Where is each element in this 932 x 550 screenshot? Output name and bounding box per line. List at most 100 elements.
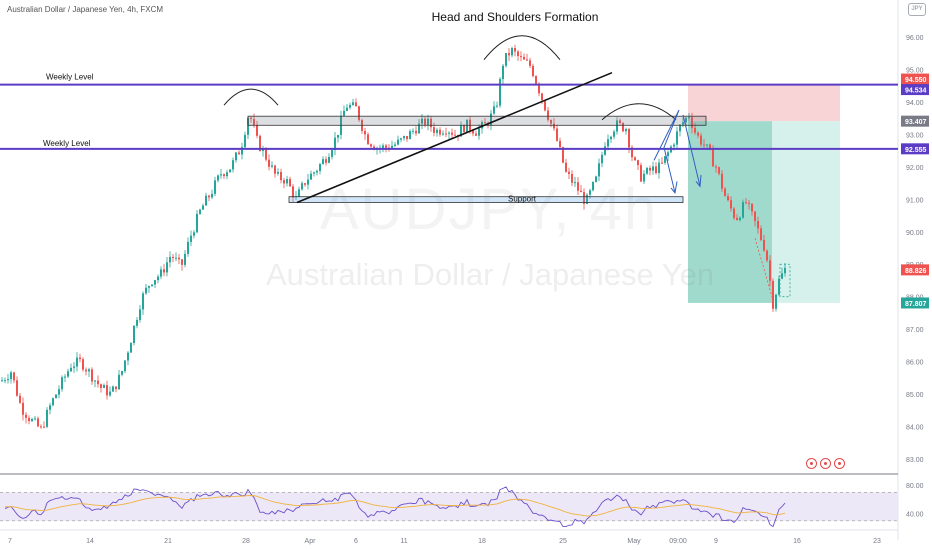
candle-body[interactable] <box>781 273 783 279</box>
candle-body[interactable] <box>484 122 486 124</box>
candle-body[interactable] <box>217 175 219 181</box>
candle-body[interactable] <box>529 60 531 66</box>
candle-body[interactable] <box>502 65 504 80</box>
candle-body[interactable] <box>595 176 597 182</box>
candle-body[interactable] <box>16 380 18 396</box>
candle-body[interactable] <box>220 174 222 176</box>
candle-body[interactable] <box>571 173 573 183</box>
price-tag[interactable] <box>901 143 929 155</box>
candle-body[interactable] <box>349 104 351 108</box>
candle-body[interactable] <box>310 173 312 180</box>
candle-body[interactable] <box>253 119 255 126</box>
candle-body[interactable] <box>49 405 51 410</box>
candle-body[interactable] <box>331 150 333 157</box>
candle-body[interactable] <box>607 139 609 147</box>
event-marker-icon[interactable] <box>834 458 845 469</box>
price-tag[interactable] <box>901 73 929 85</box>
candle-body[interactable] <box>370 144 372 147</box>
candle-body[interactable] <box>187 241 189 254</box>
candle-body[interactable] <box>136 319 138 326</box>
candle-body[interactable] <box>730 200 732 209</box>
candle-body[interactable] <box>646 167 648 174</box>
candle-body[interactable] <box>397 139 399 145</box>
candle-body[interactable] <box>214 180 216 194</box>
candle-body[interactable] <box>313 172 315 174</box>
candle-body[interactable] <box>292 186 294 198</box>
candle-body[interactable] <box>367 134 369 145</box>
candle-body[interactable] <box>544 100 546 111</box>
candle-body[interactable] <box>562 147 564 163</box>
candle-body[interactable] <box>433 127 435 133</box>
candle-body[interactable] <box>598 163 600 177</box>
candle-body[interactable] <box>763 239 765 251</box>
candle-body[interactable] <box>694 127 696 133</box>
candle-body[interactable] <box>679 124 681 132</box>
candle-body[interactable] <box>280 171 282 181</box>
candle-body[interactable] <box>592 181 594 191</box>
candle-body[interactable] <box>496 105 498 107</box>
candle-body[interactable] <box>613 131 615 137</box>
candle-body[interactable] <box>526 59 528 61</box>
candle-body[interactable] <box>283 180 285 184</box>
price-tag[interactable] <box>901 84 929 96</box>
candle-body[interactable] <box>724 188 726 197</box>
candle-body[interactable] <box>79 357 81 360</box>
candle-body[interactable] <box>337 134 339 138</box>
candle-body[interactable] <box>418 123 420 134</box>
candle-body[interactable] <box>190 235 192 242</box>
candle-body[interactable] <box>46 409 48 427</box>
candle-body[interactable] <box>517 51 519 57</box>
candle-body[interactable] <box>436 129 438 133</box>
candle-body[interactable] <box>535 76 537 84</box>
candle-body[interactable] <box>760 228 762 240</box>
candle-body[interactable] <box>163 269 165 273</box>
candle-body[interactable] <box>70 367 72 372</box>
candle-body[interactable] <box>463 125 465 133</box>
candle-body[interactable] <box>169 256 171 263</box>
candle-body[interactable] <box>52 398 54 406</box>
candle-body[interactable] <box>742 202 744 218</box>
candle-body[interactable] <box>130 343 132 353</box>
candle-body[interactable] <box>382 145 384 148</box>
candle-body[interactable] <box>421 118 423 124</box>
right-shoulder-arc[interactable] <box>601 103 677 121</box>
candle-body[interactable] <box>391 145 393 150</box>
candle-body[interactable] <box>580 190 582 193</box>
candle-body[interactable] <box>403 136 405 139</box>
candle-body[interactable] <box>541 93 543 101</box>
candle-body[interactable] <box>664 156 666 163</box>
candle-body[interactable] <box>688 117 690 119</box>
candle-body[interactable] <box>406 136 408 140</box>
candle-body[interactable] <box>88 369 90 372</box>
candle-body[interactable] <box>34 418 36 420</box>
candle-body[interactable] <box>94 380 96 382</box>
candle-body[interactable] <box>61 377 63 390</box>
candle-body[interactable] <box>121 371 123 375</box>
candle-body[interactable] <box>274 165 276 174</box>
candle-body[interactable] <box>589 190 591 195</box>
candle-body[interactable] <box>250 117 252 120</box>
current-bar-box[interactable] <box>779 263 791 298</box>
price-tag[interactable] <box>901 297 929 309</box>
candle-body[interactable] <box>718 167 720 174</box>
candle-body[interactable] <box>682 122 684 125</box>
candle-body[interactable] <box>346 107 348 111</box>
candle-body[interactable] <box>454 134 456 136</box>
candle-body[interactable] <box>97 380 99 385</box>
candle-body[interactable] <box>784 267 786 274</box>
candle-body[interactable] <box>40 426 42 428</box>
candle-body[interactable] <box>610 136 612 140</box>
candle-body[interactable] <box>124 360 126 372</box>
candle-body[interactable] <box>226 172 228 177</box>
candle-body[interactable] <box>25 414 27 418</box>
candle-body[interactable] <box>586 194 588 204</box>
candle-body[interactable] <box>244 134 246 148</box>
candle-body[interactable] <box>238 152 240 155</box>
candle-body[interactable] <box>208 195 210 198</box>
candle-body[interactable] <box>751 203 753 212</box>
candle-body[interactable] <box>703 144 705 146</box>
candle-body[interactable] <box>13 372 15 381</box>
candle-body[interactable] <box>583 192 585 204</box>
